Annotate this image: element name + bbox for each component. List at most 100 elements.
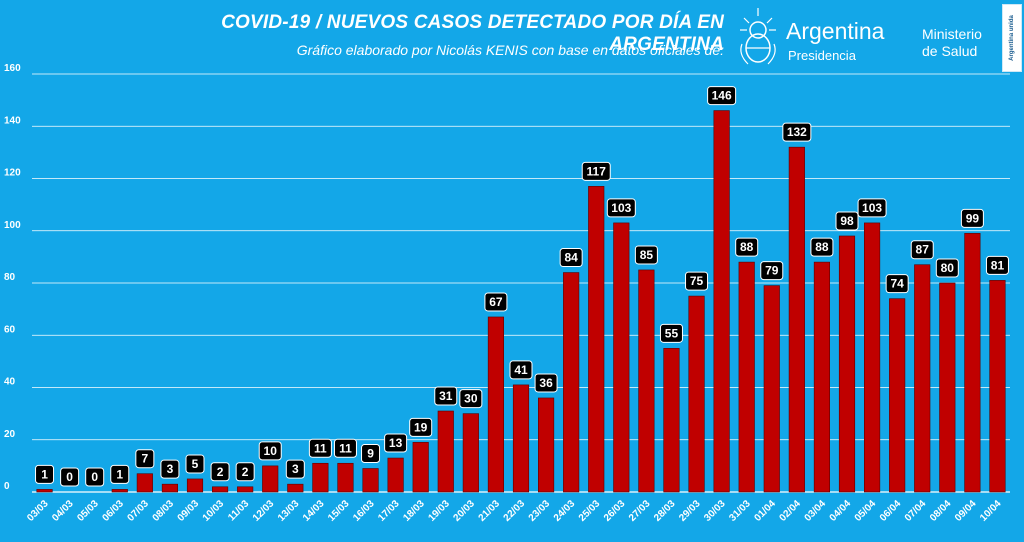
x-tick-label: 26/03 xyxy=(602,498,628,524)
data-label-box xyxy=(258,441,282,461)
bar xyxy=(838,235,856,493)
data-label: 3 xyxy=(160,459,180,479)
data-label-box xyxy=(308,438,332,458)
data-label-text: 85 xyxy=(640,248,654,262)
data-label-box xyxy=(434,386,458,406)
x-tick-label: 29/03 xyxy=(677,498,703,524)
data-label-text: 74 xyxy=(890,277,904,291)
y-tick-label: 0 xyxy=(4,481,10,492)
x-tick-label: 10/03 xyxy=(201,498,227,524)
data-label: 7 xyxy=(135,449,155,469)
y-tick-label: 40 xyxy=(4,377,16,388)
data-label: 36 xyxy=(534,373,558,393)
data-label: 75 xyxy=(685,271,709,291)
data-label-text: 0 xyxy=(66,470,73,484)
y-tick-label: 140 xyxy=(4,115,21,126)
data-label-box xyxy=(361,443,381,463)
bar xyxy=(262,465,279,493)
data-label-text: 88 xyxy=(740,240,754,254)
bar xyxy=(512,384,530,493)
data-label-box xyxy=(707,86,737,106)
data-label-box xyxy=(185,454,205,474)
data-label-text: 80 xyxy=(941,261,955,275)
bar xyxy=(487,316,504,493)
data-label-box xyxy=(985,255,1009,275)
bars-layer xyxy=(36,110,1006,493)
x-tick-label: 18/03 xyxy=(401,498,427,524)
data-label-text: 3 xyxy=(167,462,174,476)
data-label: 74 xyxy=(885,274,909,294)
x-tick-label: 25/03 xyxy=(577,498,603,524)
x-tick-label: 04/04 xyxy=(828,498,854,524)
x-tick-label: 10/04 xyxy=(978,498,1004,524)
chart-subtitle: Gráfico elaborado por Nicolás KENIS con … xyxy=(296,42,724,58)
y-tick-label: 20 xyxy=(4,429,16,440)
bar xyxy=(688,295,705,493)
x-tick-label: 20/03 xyxy=(451,498,477,524)
brand-subtitle: Presidencia xyxy=(788,48,856,63)
ministry-label: Ministerio de Salud xyxy=(922,26,982,60)
data-label-text: 117 xyxy=(587,164,607,178)
bar xyxy=(212,486,229,493)
data-label: 3 xyxy=(285,459,305,479)
data-label: 80 xyxy=(935,258,959,278)
data-label: 10 xyxy=(258,441,282,461)
data-label-box xyxy=(782,122,812,142)
data-label: 79 xyxy=(760,261,784,281)
data-label-box xyxy=(534,373,558,393)
data-label: 146 xyxy=(707,86,737,106)
data-label-text: 13 xyxy=(389,436,403,450)
data-label-box xyxy=(857,198,887,218)
data-label-box xyxy=(685,271,709,291)
argentina-seal-icon xyxy=(740,8,776,65)
data-label: 87 xyxy=(910,240,934,260)
data-label: 13 xyxy=(384,433,408,453)
data-label-text: 98 xyxy=(840,214,854,228)
x-tick-label: 06/04 xyxy=(878,498,904,524)
data-label-box xyxy=(810,237,834,257)
data-label-text: 79 xyxy=(765,264,779,278)
x-tick-label: 17/03 xyxy=(376,498,402,524)
data-label: 117 xyxy=(581,161,611,181)
data-label-text: 2 xyxy=(242,465,249,479)
data-label-box xyxy=(135,449,155,469)
data-label-box xyxy=(835,211,859,231)
data-label-text: 1 xyxy=(116,467,123,481)
data-label-box xyxy=(910,240,934,260)
bar xyxy=(412,442,429,493)
data-label-text: 41 xyxy=(514,363,528,377)
data-label: 0 xyxy=(85,467,105,487)
data-label: 103 xyxy=(606,198,636,218)
data-label-text: 11 xyxy=(314,441,327,455)
data-label-box xyxy=(509,360,533,380)
data-label-text: 5 xyxy=(192,457,199,471)
x-tick-label: 03/03 xyxy=(25,498,51,524)
data-label-text: 2 xyxy=(217,465,224,479)
bar xyxy=(237,486,254,493)
x-tick-label: 08/03 xyxy=(151,498,177,524)
bar xyxy=(186,478,204,493)
bar xyxy=(713,110,730,493)
bar xyxy=(136,473,153,493)
data-label-box xyxy=(285,459,305,479)
data-label-box xyxy=(484,292,508,312)
data-label: 81 xyxy=(985,255,1009,275)
data-label-box xyxy=(35,464,55,484)
bar xyxy=(337,462,354,493)
data-label-text: 84 xyxy=(564,251,578,265)
data-label-box xyxy=(760,261,784,281)
y-tick-label: 120 xyxy=(4,168,21,179)
data-label: 1 xyxy=(110,464,130,484)
bar xyxy=(663,348,680,493)
data-label: 88 xyxy=(735,237,759,257)
data-label: 19 xyxy=(409,417,433,437)
x-tick-label: 27/03 xyxy=(627,498,653,524)
data-label-box xyxy=(606,198,636,218)
x-tick-label: 24/03 xyxy=(552,498,578,524)
data-label-text: 0 xyxy=(91,470,98,484)
bar xyxy=(538,397,555,493)
x-tick-label: 04/03 xyxy=(50,498,76,524)
chart-title: COVID-19 / NUEVOS CASOS DETECTADO POR DÍ… xyxy=(221,12,724,55)
bar xyxy=(36,489,53,493)
